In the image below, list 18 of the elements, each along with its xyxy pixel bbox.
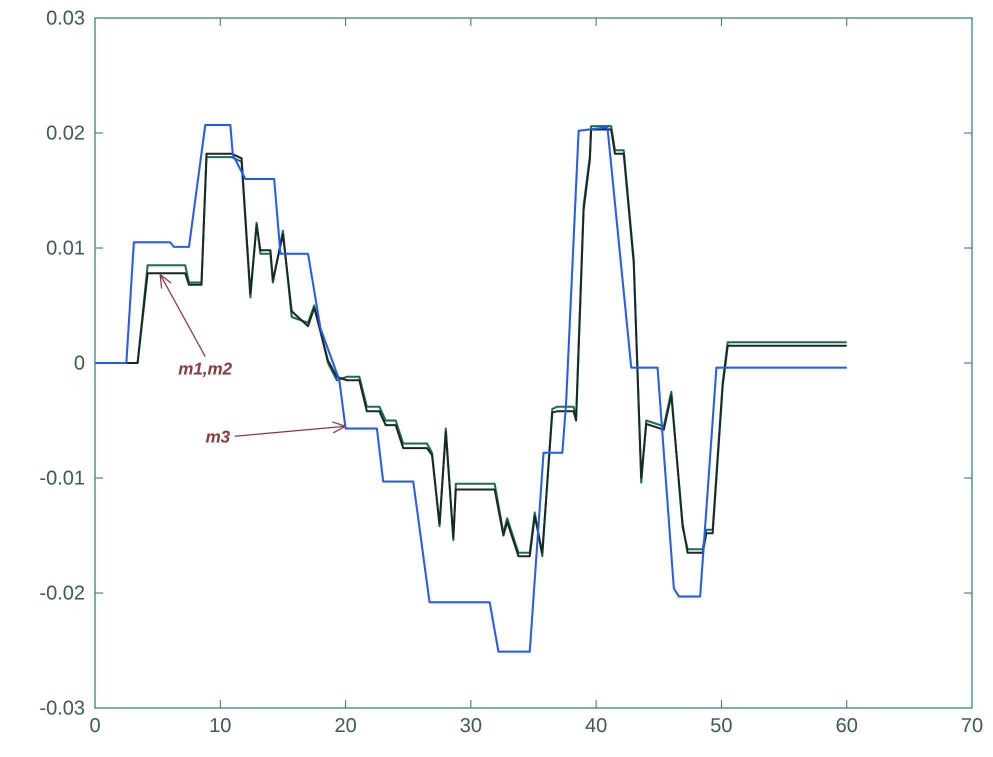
y-tick-label: -0.03 <box>39 697 85 720</box>
x-tick-label: 30 <box>460 715 482 738</box>
annotation: m1,m2 <box>178 359 233 378</box>
y-tick-label: 0.01 <box>46 237 85 260</box>
annotation: m3 <box>206 427 231 446</box>
x-tick-label: 10 <box>209 715 232 738</box>
y-tick-label: 0 <box>74 352 85 374</box>
x-tick-label: 70 <box>960 715 984 738</box>
x-tick-label: 40 <box>585 715 608 738</box>
y-tick-label: 0.02 <box>46 122 85 144</box>
line-series <box>94 124 848 653</box>
y-tick-label: -0.01 <box>39 467 85 490</box>
y-tick-label: 0.03 <box>46 7 85 30</box>
y-tick-label: -0.02 <box>39 582 85 604</box>
x-tick-label: 50 <box>710 715 733 738</box>
x-tick-label: 20 <box>334 715 357 738</box>
x-tick-label: 0 <box>89 715 101 738</box>
x-tick-label: 60 <box>836 715 858 738</box>
